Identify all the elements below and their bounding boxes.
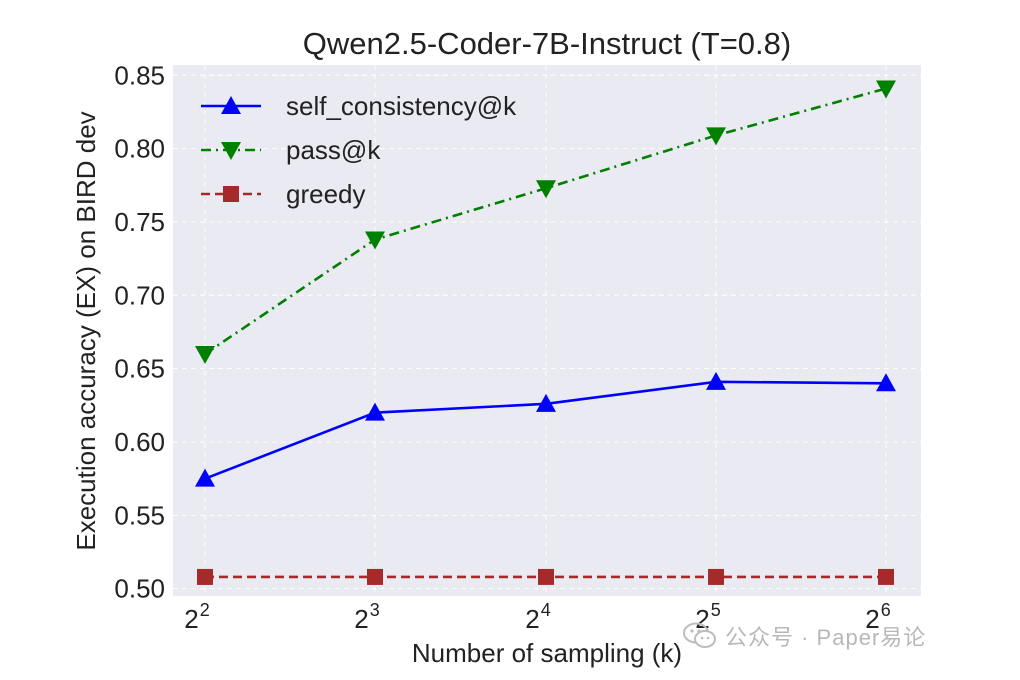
x-tick-exponent: 4 [541,600,551,620]
legend-marker [223,186,239,202]
x-tick-exponent: 5 [711,600,721,620]
legend-marker [221,142,241,160]
series-pass@k [195,80,896,364]
data-point [876,80,896,99]
x-tick-base: 2 [354,604,368,634]
x-tick-exponent: 2 [200,600,210,620]
chart-title: Qwen2.5-Coder-7B-Instruct (T=0.8) [303,26,791,61]
grid [173,65,921,596]
data-point [536,180,556,199]
series-self_consistency@k [195,371,896,487]
legend-label: pass@k [286,135,381,165]
legend-label: greedy [286,179,366,209]
legend-label: self_consistency@k [286,91,517,121]
data-point [367,568,383,585]
x-tick-base: 2 [525,604,539,634]
data-point [708,568,724,585]
y-tick-label: 0.65 [114,354,165,384]
legend-item: greedy [201,179,366,209]
series-greedy [197,568,894,585]
data-point [878,568,894,585]
data-point [706,127,726,146]
x-tick-label: 23 [354,600,379,634]
data-point [197,568,213,585]
series-layer [195,80,896,585]
legend: self_consistency@k pass@k greedy [201,91,517,209]
data-point [706,371,726,390]
y-axis-label: Execution accuracy (EX) on BIRD dev [71,111,101,550]
legend-item: self_consistency@k [201,91,517,121]
y-tick-label: 0.85 [114,60,165,90]
y-tick-label: 0.75 [114,207,165,237]
data-point [365,402,385,421]
y-tick-label: 0.55 [114,500,165,530]
x-tick-label: 22 [184,600,209,634]
data-point [195,345,215,364]
data-point [876,373,896,392]
watermark: 公众号 · Paper易论 [683,620,926,652]
y-tick-label: 0.70 [114,280,165,310]
legend-marker [221,96,241,114]
x-axis-label: Number of sampling (k) [412,638,682,668]
x-tick-exponent: 6 [881,600,891,620]
y-tick-label: 0.60 [114,427,165,457]
data-point [538,568,554,585]
x-tick-base: 2 [184,604,198,634]
y-tick-label: 0.50 [114,574,165,604]
data-point [195,468,215,487]
data-point [536,393,556,412]
x-tick-exponent: 3 [370,600,380,620]
x-tick-base: 2 [865,604,879,634]
y-tick-label: 0.80 [114,134,165,164]
x-tick-label: 26 [865,600,890,634]
legend-item: pass@k [201,135,381,165]
x-tick-label: 24 [525,600,550,634]
wechat-icon [683,622,716,648]
data-point [365,231,385,250]
plot-background [173,65,921,596]
watermark-text: 公众号 · Paper易论 [725,625,927,650]
